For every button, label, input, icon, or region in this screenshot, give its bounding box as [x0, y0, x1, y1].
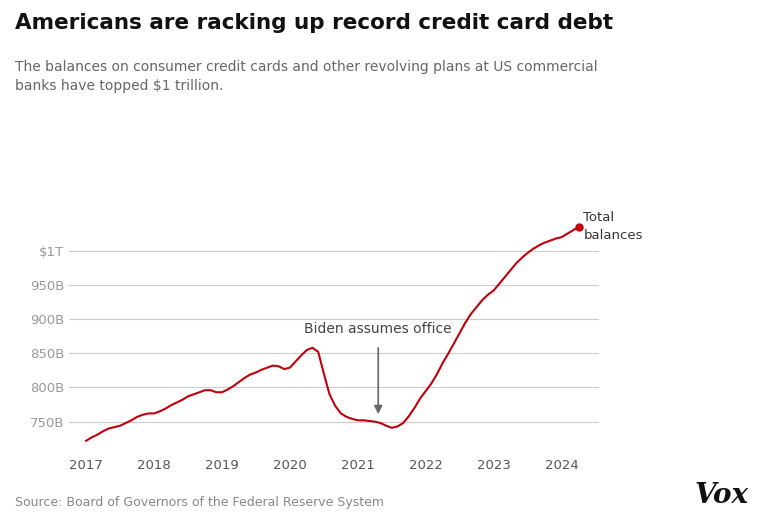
Text: Americans are racking up record credit card debt: Americans are racking up record credit c… [15, 13, 614, 33]
Text: The balances on consumer credit cards and other revolving plans at US commercial: The balances on consumer credit cards an… [15, 60, 598, 93]
Text: Biden assumes office: Biden assumes office [304, 322, 452, 336]
Text: Source: Board of Governors of the Federal Reserve System: Source: Board of Governors of the Federa… [15, 496, 384, 509]
Text: Total
balances: Total balances [584, 211, 643, 242]
Text: Vox: Vox [695, 482, 749, 509]
